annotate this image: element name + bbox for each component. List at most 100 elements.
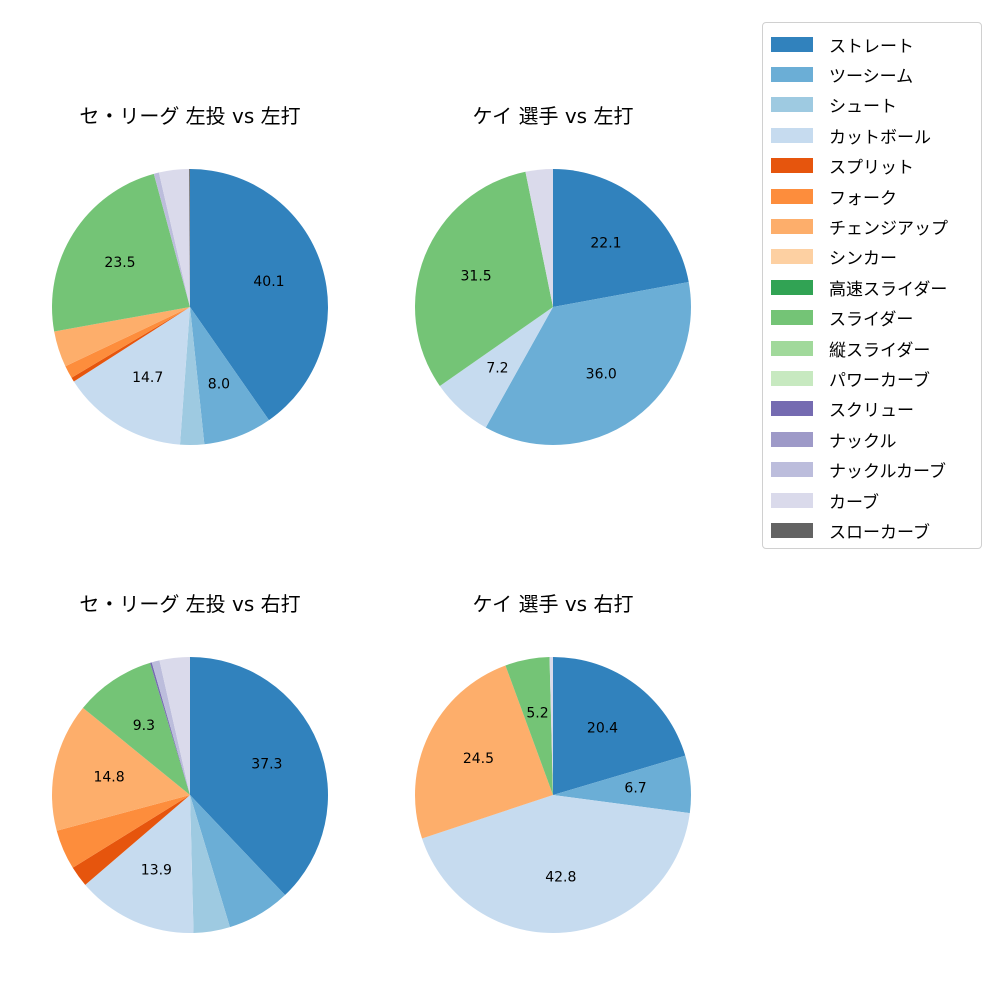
pie-slice [82, 662, 190, 795]
pie-slice [54, 307, 190, 367]
slice-value-label: 22.1 [590, 235, 621, 251]
legend-item: スプリット [771, 151, 914, 181]
pie-slice [51, 707, 190, 831]
legend: ストレートツーシームシュートカットボール スプリットフォークチェンジアップ シンカー… [762, 22, 982, 549]
slice-value-label: 40.1 [253, 274, 284, 290]
pie-slice [553, 755, 691, 814]
legend-item: カットボール [771, 120, 931, 150]
legend-item: ツーシーム [771, 59, 913, 89]
chart-title: ケイ 選手 vs 右打 [472, 592, 634, 616]
legend-item: ストレート [771, 29, 914, 59]
slice-value-label: 42.8 [545, 869, 576, 885]
chart-title: セ・リーグ 左投 vs 右打 [79, 592, 301, 616]
pie-slice [553, 657, 686, 795]
legend-item: フォーク [771, 181, 897, 211]
pie-chart: 22.1 36.0 7.2 31.5 [415, 169, 691, 446]
slice-value-label: 24.5 [463, 751, 494, 767]
legend-swatch-icon [771, 127, 813, 143]
pie-slice [485, 281, 691, 446]
slice-value-label: 23.5 [104, 255, 135, 271]
pie-chart: 40.1 8.0 14.7 23.5 [51, 169, 329, 446]
legend-swatch-icon [771, 188, 813, 204]
slice-value-label: 6.7 [624, 781, 646, 797]
legend-swatch-icon [771, 97, 813, 113]
slice-value-label: 7.2 [486, 360, 508, 376]
legend-label: シンカー [829, 249, 897, 270]
legend-label: シュート [829, 97, 897, 118]
pie-slice [439, 307, 553, 428]
legend-label: 縦スライダー [829, 340, 931, 361]
pie-slice [415, 665, 553, 839]
legend-swatch-icon [771, 401, 813, 417]
legend-swatch-icon [771, 310, 813, 326]
slice-value-label: 5.2 [526, 706, 548, 722]
legend-item: ナックル [771, 424, 897, 454]
legend-label: カットボール [829, 127, 931, 148]
legend-swatch-icon [771, 158, 813, 174]
chart-title: セ・リーグ 左投 vs 左打 [79, 104, 301, 128]
legend-label: ツーシーム [829, 66, 914, 87]
legend-label: スプリット [829, 158, 914, 179]
slice-value-label: 37.3 [251, 756, 282, 772]
legend-label: ストレート [829, 36, 914, 57]
legend-item: チェンジアップ [771, 211, 948, 241]
slice-value-label: 14.7 [132, 370, 163, 386]
pie-slice [151, 660, 190, 795]
pie-slice [65, 307, 190, 378]
legend-swatch-icon [771, 36, 813, 52]
pie-slice [190, 657, 329, 896]
legend-item: スライダー [771, 303, 913, 333]
pie-slice [179, 307, 205, 446]
legend-item: 縦スライダー [771, 333, 930, 363]
pie-slice [190, 795, 230, 933]
legend-swatch-icon [771, 370, 813, 386]
pie-slice [150, 662, 190, 795]
legend-swatch-icon [771, 431, 813, 447]
legend-label: スローカーブ [829, 522, 930, 543]
pie-slice [85, 795, 194, 933]
legend-item: シュート [771, 90, 897, 120]
legend-label: カーブ [829, 492, 879, 513]
pie-slice [422, 795, 690, 933]
legend-item: カーブ [771, 485, 879, 515]
legend-swatch-icon [771, 522, 813, 538]
chart-title: ケイ 選手 vs 左打 [472, 104, 634, 128]
slice-value-label: 20.4 [587, 721, 618, 737]
slice-value-label: 36.0 [586, 366, 617, 382]
pie-slice [525, 169, 553, 307]
pie-slice [73, 307, 190, 445]
pie-slice [153, 172, 190, 307]
pie-slice [51, 173, 190, 332]
legend-label: チェンジアップ [829, 218, 948, 239]
pie-slice [549, 657, 553, 795]
pie-slice [415, 171, 553, 386]
pie-slice [190, 795, 286, 928]
pie-slice [72, 795, 190, 885]
slice-value-label: 13.9 [141, 863, 172, 879]
pie-chart: 20.4 6.7 42.8 24.5 5.2 [415, 657, 691, 933]
legend-swatch-icon [771, 218, 813, 234]
legend-label: ナックル [829, 431, 897, 452]
pie-slice [189, 169, 190, 307]
legend-label: スライダー [829, 310, 914, 331]
pie-chart: 37.3 13.9 14.8 9.3 [51, 657, 329, 933]
legend-item: スクリュー [771, 394, 914, 424]
legend-item: ナックルカーブ [771, 455, 946, 485]
slice-value-label: 8.0 [208, 377, 230, 393]
legend-swatch-icon [771, 249, 813, 265]
legend-label: フォーク [829, 188, 897, 209]
legend-label: パワーカーブ [829, 370, 930, 391]
pie-slice [159, 657, 190, 795]
pie-slice [505, 657, 553, 795]
pie-slice [553, 169, 689, 307]
pie-slice [190, 169, 329, 421]
legend-item: スローカーブ [771, 515, 930, 545]
legend-swatch-icon [771, 66, 813, 82]
legend-item: シンカー [771, 242, 897, 272]
legend-swatch-icon [771, 492, 813, 508]
legend-swatch-icon [771, 462, 813, 478]
legend-label: ナックルカーブ [829, 462, 946, 483]
legend-label: 高速スライダー [829, 279, 948, 300]
slice-value-label: 31.5 [461, 268, 492, 284]
legend-item: パワーカーブ [771, 363, 930, 393]
